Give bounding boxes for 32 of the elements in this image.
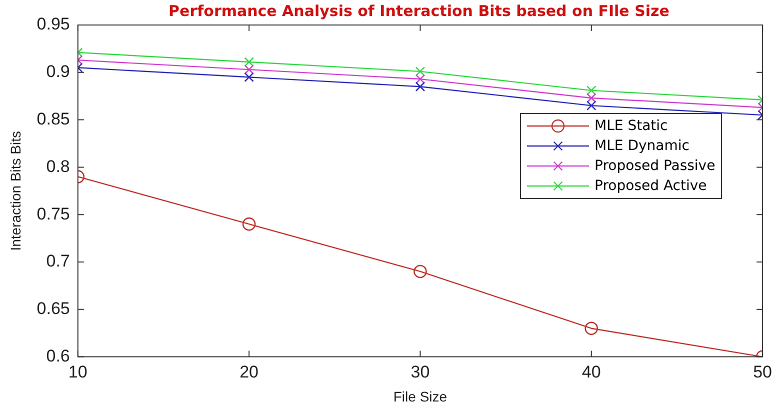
chart-title: Performance Analysis of Interaction Bits based on FIle Size bbox=[168, 2, 670, 20]
point bbox=[415, 66, 426, 76]
x-tick-label: 10 bbox=[68, 362, 88, 382]
y-tick-label: 0.9 bbox=[46, 62, 70, 82]
point bbox=[244, 64, 254, 74]
y-axis-title: Interaction Bits Bits bbox=[7, 130, 24, 251]
point bbox=[586, 86, 596, 96]
x-tick-label: 20 bbox=[240, 362, 259, 382]
x-tick-label: 40 bbox=[582, 362, 601, 382]
y-tick-label: 0.85 bbox=[36, 109, 70, 128]
y-tick-label: 0.8 bbox=[46, 156, 70, 176]
point bbox=[242, 217, 256, 231]
point bbox=[584, 322, 598, 336]
y-tick-label: 0.65 bbox=[36, 299, 70, 318]
point bbox=[586, 93, 596, 103]
point bbox=[244, 57, 254, 67]
point bbox=[244, 72, 254, 82]
point bbox=[586, 100, 596, 110]
y-tick-label: 0.95 bbox=[36, 14, 70, 34]
y-tick-label: 0.75 bbox=[36, 204, 70, 224]
y-tick-label: 0.7 bbox=[46, 252, 70, 271]
x-tick-label: 50 bbox=[753, 362, 772, 382]
x-tick-label: 30 bbox=[410, 362, 430, 382]
point bbox=[415, 74, 426, 84]
y-tick-label: 0.6 bbox=[46, 346, 70, 366]
point bbox=[415, 82, 426, 92]
legend-label: Proposed Passive bbox=[594, 158, 716, 174]
point bbox=[414, 264, 427, 278]
legend-label: Proposed Active bbox=[594, 178, 707, 194]
legend-label: MLE Static bbox=[594, 118, 668, 134]
x-axis-title: File Size bbox=[393, 388, 448, 404]
legend-label: MLE Dynamic bbox=[594, 138, 690, 154]
